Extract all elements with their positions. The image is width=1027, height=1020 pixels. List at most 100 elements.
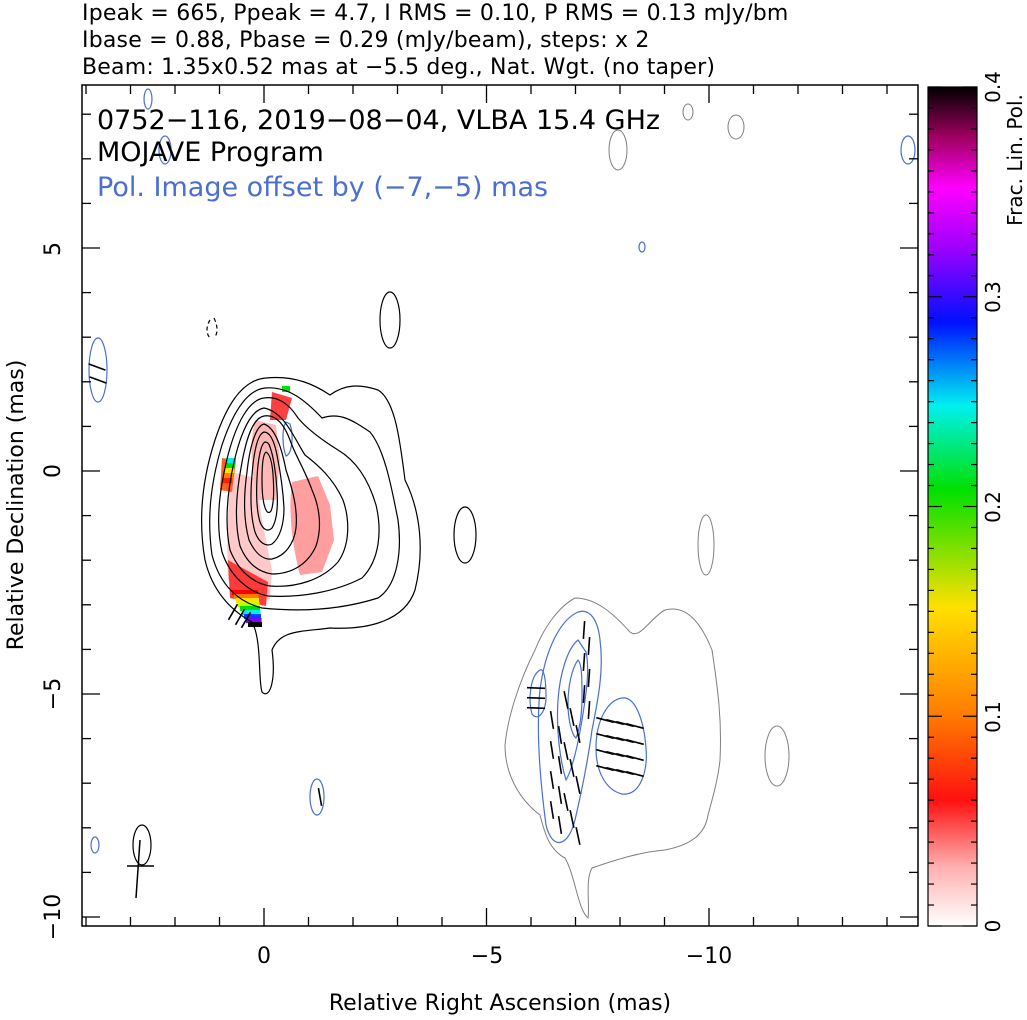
evpa-ticks <box>88 363 644 845</box>
offset-total-blob-1 <box>764 725 790 787</box>
beam-ellipse <box>127 839 154 899</box>
evpa-tick-6 <box>563 793 569 811</box>
frac-pol-strip-0 <box>232 590 258 595</box>
y-tick-label-2: −5 <box>41 678 66 710</box>
pol-blob-6 <box>638 241 646 253</box>
evpa-tick-18 <box>587 636 591 656</box>
evpa-tick-15 <box>549 800 555 820</box>
source-label: 0752−116, 2019−08−04, VLBA 15.4 GHz <box>97 105 660 136</box>
colorbar-tick-3: 0.3 <box>981 281 1005 313</box>
pol-blob-3 <box>143 88 153 110</box>
pol-blob-4 <box>158 135 172 165</box>
pol-contour-3 <box>529 669 547 718</box>
frac-pol-left-1 <box>223 473 233 478</box>
offset-total-contour-outer <box>504 597 722 919</box>
pol-blob-0 <box>88 337 108 403</box>
frac-pol-strip-7 <box>246 618 262 623</box>
plot-frame <box>81 84 919 927</box>
evpa-tick-3 <box>563 742 569 760</box>
frac-pol-strip-1 <box>234 594 259 599</box>
evpa-tick-41 <box>526 706 546 710</box>
evpa-tick-21 <box>582 684 586 704</box>
offset-total-blob-4 <box>682 103 694 121</box>
evpa-tick-19 <box>582 652 586 672</box>
y-tick-label-3: −10 <box>41 894 66 940</box>
frac-pol-patch-2 <box>290 476 334 575</box>
evpa-tick-1 <box>569 708 575 726</box>
frac-pol-strip-6 <box>244 614 261 619</box>
offset-label: Pol. Image offset by (−7,−5) mas <box>97 172 548 203</box>
evpa-tick-44 <box>317 787 323 807</box>
header-line-3: Beam: 1.35x0.52 mas at −5.5 deg., Nat. W… <box>82 55 716 80</box>
evpa-tick-9 <box>549 710 555 730</box>
pol-contour-4 <box>595 697 647 795</box>
y-tick-label-0: 5 <box>41 242 66 256</box>
evpa-tick-11 <box>549 740 555 760</box>
total-intensity-blob-0 <box>379 291 401 349</box>
evpa-tick-17 <box>582 620 586 640</box>
evpa-tick-12 <box>557 755 563 775</box>
total-intensity-contour-4 <box>235 415 321 575</box>
frac-pol-top-green <box>282 386 290 392</box>
evpa-tick-8 <box>575 827 581 845</box>
axis-ticks <box>82 85 918 926</box>
evpa-tick-38 <box>626 770 644 778</box>
evpa-tick-0 <box>563 691 569 709</box>
polarized-intensity-contours <box>88 88 916 854</box>
colorbar-tick-0: 0 <box>981 920 1005 933</box>
evpa-tick-10 <box>557 725 563 745</box>
total-intensity-contour-1 <box>209 387 400 611</box>
total-intensity-blob-2 <box>132 824 152 866</box>
evpa-tick-4 <box>569 759 575 777</box>
y-tick-label-1: 0 <box>41 464 66 478</box>
total-intensity-contour-6 <box>250 431 285 546</box>
evpa-tick-20 <box>587 668 591 688</box>
evpa-tick-40 <box>526 696 546 700</box>
frac-pol-left-3 <box>225 463 235 468</box>
colorbar-label: Frac. Lin. Pol. <box>1003 94 1027 226</box>
total-intensity-contour-0 <box>200 376 421 695</box>
offset-total-blob-3 <box>727 114 745 140</box>
total-intensity-blob-1 <box>453 506 477 564</box>
total-intensity-contour-8 <box>261 451 275 514</box>
evpa-tick-43 <box>89 376 107 384</box>
x-tick-label-2: −10 <box>686 944 732 969</box>
evpa-tick-14 <box>557 785 563 805</box>
evpa-tick-34 <box>626 754 644 762</box>
frac-pol-strip-3 <box>238 602 260 607</box>
evpa-tick-13 <box>549 770 555 790</box>
offset-total-intensity-contours <box>504 103 790 919</box>
total-intensity-contour-2 <box>218 397 380 597</box>
offset-total-blob-2 <box>608 129 628 171</box>
total-intensity-contours <box>132 291 477 866</box>
evpa-tick-47 <box>240 611 252 629</box>
colorbar-ticks <box>928 86 977 927</box>
frac-pol-strip-8 <box>248 622 262 627</box>
pol-contour-0 <box>537 610 602 844</box>
header-line-2: Ibase = 0.88, Pbase = 0.29 (mJy/beam), s… <box>82 28 650 53</box>
header-line-1: Ipeak = 665, Ppeak = 4.7, I RMS = 0.10, … <box>82 1 789 26</box>
program-label: MOJAVE Program <box>97 137 324 168</box>
beam-major-axis <box>135 839 141 899</box>
evpa-tick-5 <box>575 776 581 794</box>
x-axis-title: Relative Right Ascension (mas) <box>329 991 671 1016</box>
evpa-tick-39 <box>526 686 546 690</box>
total-intensity-contour-3 <box>226 407 349 587</box>
colorbar-tick-1: 0.1 <box>981 701 1005 733</box>
offset-total-blob-0 <box>697 514 715 576</box>
evpa-tick-46 <box>234 608 246 626</box>
evpa-tick-30 <box>626 738 644 746</box>
pol-blob-5 <box>900 135 916 165</box>
evpa-tick-2 <box>575 725 581 743</box>
colorbar-tick-2: 0.2 <box>981 491 1005 523</box>
pol-blob-1 <box>309 778 325 816</box>
pol-contour-1 <box>556 639 589 782</box>
pol-blob-2 <box>90 836 100 854</box>
frac-pol-left-2 <box>224 468 234 473</box>
evpa-tick-26 <box>626 722 644 730</box>
frac-pol-strip-5 <box>242 610 261 615</box>
colorbar-tick-4: 0.4 <box>981 71 1005 103</box>
frac-pol-strip-2 <box>236 598 259 603</box>
evpa-tick-7 <box>569 810 575 828</box>
